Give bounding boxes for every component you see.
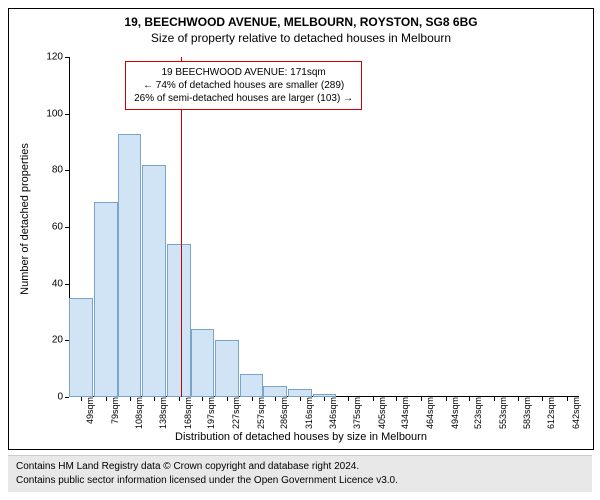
x-tick-label: 108sqm — [130, 397, 144, 429]
y-tick-mark — [65, 227, 69, 228]
chart-container: 19, BEECHWOOD AVENUE, MELBOURN, ROYSTON,… — [8, 8, 594, 450]
x-tick-label: 583sqm — [518, 397, 532, 429]
annotation-box: 19 BEECHWOOD AVENUE: 171sqm← 74% of deta… — [125, 61, 362, 110]
chart-title-main: 19, BEECHWOOD AVENUE, MELBOURN, ROYSTON,… — [9, 15, 593, 29]
histogram-bar — [167, 244, 191, 397]
histogram-bar — [288, 389, 312, 398]
x-tick-label: 79sqm — [106, 397, 120, 424]
x-axis-title: Distribution of detached houses by size … — [9, 431, 593, 443]
histogram-bar — [263, 386, 287, 397]
x-tick-label: 257sqm — [252, 397, 266, 429]
histogram-bar — [118, 134, 142, 398]
x-tick-label: 642sqm — [567, 397, 581, 429]
x-tick-label: 405sqm — [373, 397, 387, 429]
y-tick-mark — [65, 57, 69, 58]
histogram-bar — [191, 329, 215, 397]
annotation-line1: 19 BEECHWOOD AVENUE: 171sqm — [134, 66, 353, 79]
histogram-bar — [142, 165, 166, 397]
x-tick-label: 316sqm — [300, 397, 314, 429]
histogram-bar — [94, 202, 118, 398]
y-tick-mark — [65, 170, 69, 171]
x-tick-label: 168sqm — [179, 397, 193, 429]
x-tick-label: 523sqm — [469, 397, 483, 429]
x-tick-label: 375sqm — [348, 397, 362, 429]
histogram-bar — [215, 340, 239, 397]
x-tick-label: 612sqm — [542, 397, 556, 429]
y-tick-mark — [65, 397, 69, 398]
x-tick-label: 138sqm — [154, 397, 168, 429]
footer: Contains HM Land Registry data © Crown c… — [8, 455, 592, 492]
x-tick-label: 553sqm — [494, 397, 508, 429]
x-tick-label: 494sqm — [446, 397, 460, 429]
annotation-line2: ← 74% of detached houses are smaller (28… — [134, 79, 353, 92]
x-tick-label: 49sqm — [81, 397, 95, 424]
footer-line1: Contains HM Land Registry data © Crown c… — [16, 460, 584, 474]
histogram-bar — [240, 374, 264, 397]
footer-line2: Contains public sector information licen… — [16, 474, 584, 488]
plot-area: 02040608010012049sqm79sqm108sqm138sqm168… — [69, 57, 579, 397]
y-tick-mark — [65, 114, 69, 115]
chart-title-sub: Size of property relative to detached ho… — [9, 31, 593, 45]
x-tick-label: 346sqm — [324, 397, 338, 429]
x-tick-label: 197sqm — [202, 397, 216, 429]
y-axis-label: Number of detached properties — [19, 143, 31, 295]
x-tick-label: 434sqm — [396, 397, 410, 429]
x-tick-label: 464sqm — [421, 397, 435, 429]
annotation-line3: 26% of semi-detached houses are larger (… — [134, 92, 353, 105]
y-tick-mark — [65, 340, 69, 341]
histogram-bar — [69, 298, 93, 397]
y-tick-mark — [65, 284, 69, 285]
x-tick-label: 286sqm — [275, 397, 289, 429]
x-tick-label: 227sqm — [227, 397, 241, 429]
